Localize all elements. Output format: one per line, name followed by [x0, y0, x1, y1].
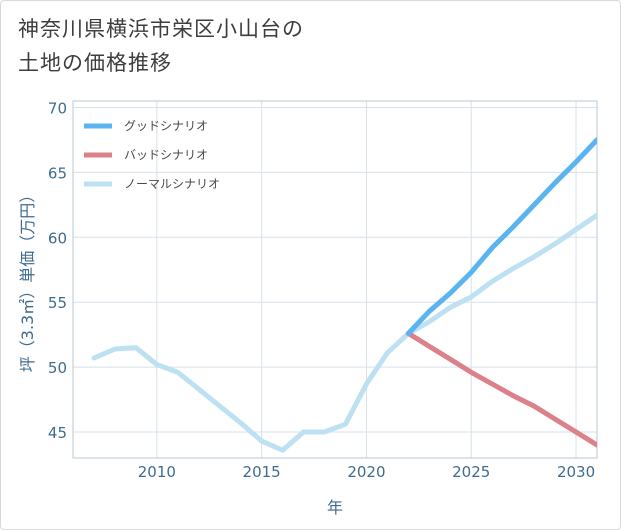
- x-axis-title: 年: [327, 498, 343, 517]
- y-tick-label: 50: [48, 359, 67, 377]
- x-tick-label: 2015: [243, 463, 281, 481]
- x-tick-label: 2025: [452, 463, 490, 481]
- y-axis-title: 坪（3.3㎡）単価（万円）: [18, 187, 37, 372]
- y-tick-label: 65: [48, 164, 67, 182]
- y-tick-label: 45: [48, 424, 67, 442]
- legend-label: ノーマルシナリオ: [124, 177, 220, 191]
- chart-title-line1: 神奈川県横浜市栄区小山台の: [18, 17, 304, 41]
- x-axis-ticks: 2010 2015 2020 2025 2030: [138, 463, 595, 481]
- chart-title: 神奈川県横浜市栄区小山台の 土地の価格推移: [18, 12, 438, 80]
- chart-title-line2: 土地の価格推移: [18, 51, 172, 75]
- grid: [73, 101, 597, 458]
- series-line-good: [405, 137, 597, 336]
- legend-label: グッドシナリオ: [124, 119, 208, 133]
- y-tick-label: 60: [48, 229, 67, 247]
- plot-border: [72, 100, 598, 459]
- series-line-normal: [91, 212, 597, 453]
- y-tick-label: 70: [48, 99, 67, 117]
- series-line-bad: [405, 330, 597, 448]
- series-layer: [91, 137, 597, 453]
- legend-label: バッドシナリオ: [124, 148, 208, 162]
- y-tick-label: 55: [48, 294, 67, 312]
- x-tick-label: 2030: [557, 463, 595, 481]
- x-tick-label: 2020: [347, 463, 385, 481]
- y-axis-ticks: 45 50 55 60 65 70: [48, 99, 67, 442]
- x-tick-label: 2010: [138, 463, 176, 481]
